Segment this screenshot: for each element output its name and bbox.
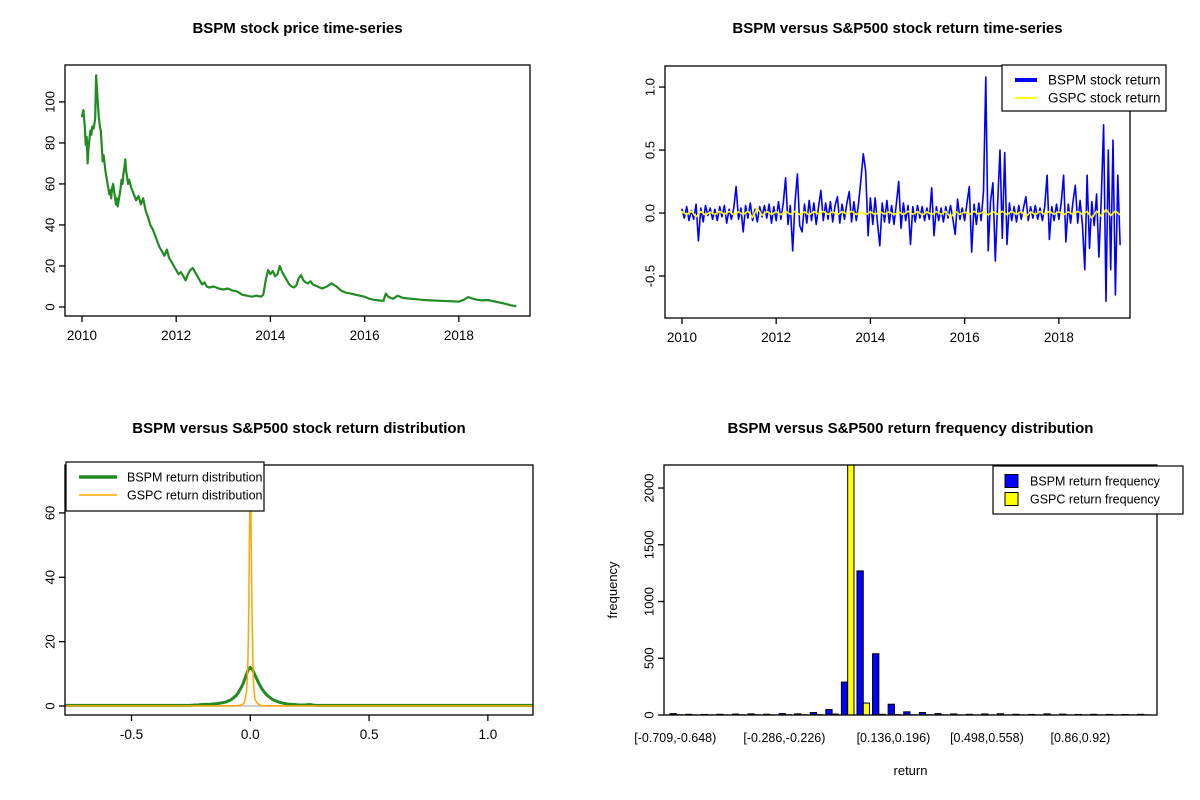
x-tick-label: -0.5 xyxy=(120,727,143,742)
y-tick-label: 20 xyxy=(43,634,58,648)
bar-bspm-return-frequency-bin-11 xyxy=(840,681,849,715)
y-tick-label: 1.0 xyxy=(643,78,658,96)
bar-bspm-return-frequency-bin-9 xyxy=(809,712,818,715)
y-tick-label: 100 xyxy=(43,91,58,113)
x-tick-label: 2014 xyxy=(255,328,286,343)
y-tick-label: 60 xyxy=(43,177,58,191)
histogram-y-axis: 0 500 1000 1500 2000 xyxy=(642,474,664,719)
returns-series-group xyxy=(681,76,1121,303)
chart-price-time-series: BSPM stock price time-series 0 20 40 60 80 100… xyxy=(0,0,600,400)
x-tick-label: 2018 xyxy=(444,328,474,343)
series-bspm-return-distribution xyxy=(65,665,533,707)
y-tick-label: 0.0 xyxy=(643,204,658,222)
returns-chart-svg: BSPM versus S&P500 stock return time-ser… xyxy=(643,20,1167,345)
legend-box xyxy=(65,461,265,512)
legend-square-sample xyxy=(1004,492,1019,506)
histogram-x-axis: [-0.709,-0.648) [-0.286,-0.226) [0.136,0.1… xyxy=(634,731,1110,745)
price-series-group xyxy=(80,74,517,308)
y-tick-label: -0.5 xyxy=(643,265,658,287)
price-title: BSPM stock price time-series xyxy=(192,20,402,37)
y-tick-label: 2000 xyxy=(642,474,657,503)
bar-bspm-return-frequency-bin-16 xyxy=(918,712,927,715)
legend-item-label: GSPC return distribution xyxy=(127,488,263,502)
x-tick-label: [-0.286,-0.226) xyxy=(743,731,825,745)
density-title: BSPM versus S&P500 stock return distribu… xyxy=(132,420,465,437)
y-tick-label: 1500 xyxy=(642,530,657,559)
histogram-legend: BSPM return frequency GSPC return frequen… xyxy=(992,465,1184,515)
density-chart-svg: BSPM versus S&P500 stock return distribu… xyxy=(43,420,534,742)
returns-y-axis: -0.5 0.0 0.5 1.0 xyxy=(643,78,665,287)
histogram-plot-box xyxy=(663,464,1158,716)
y-tick-label: 40 xyxy=(43,570,58,584)
returns-title: BSPM versus S&P500 stock return time-ser… xyxy=(732,20,1062,37)
x-tick-label: [0.136,0.196) xyxy=(857,731,931,745)
returns-plot-box xyxy=(664,65,1131,319)
x-tick-label: [0.86,0.92) xyxy=(1051,731,1111,745)
density-y-axis: 0 20 40 60 xyxy=(43,506,65,710)
x-tick-label: 0.5 xyxy=(360,727,379,742)
price-x-axis: 2010 2012 2014 2016 2018 xyxy=(67,316,474,343)
price-y-axis: 0 20 40 60 80 100 xyxy=(43,91,65,311)
legend-square-sample xyxy=(1004,474,1019,488)
bar-gspc-return-frequency-bin-11 xyxy=(847,465,855,715)
bar-gspc-return-frequency-bin-12 xyxy=(862,702,871,715)
bar-bspm-return-frequency-bin-17 xyxy=(934,713,942,715)
histogram-chart-svg: BSPM versus S&P500 return frequency dist… xyxy=(605,420,1184,778)
x-tick-label: [-0.709,-0.648) xyxy=(634,731,716,745)
y-tick-label: 0 xyxy=(43,303,58,310)
x-tick-label: 2018 xyxy=(1044,330,1074,345)
density-legend: BSPM return distribution GSPC return dist… xyxy=(65,461,265,512)
y-tick-label: 1000 xyxy=(642,587,657,616)
density-plot-box xyxy=(64,464,534,716)
bar-bspm-return-frequency-bin-13 xyxy=(872,653,880,715)
legend-box xyxy=(1001,64,1167,112)
series-bspm-stock-price xyxy=(80,74,517,308)
series-gspc-stock-return xyxy=(681,207,1121,219)
legend-item-label: BSPM return distribution xyxy=(127,470,263,484)
histogram-title: BSPM versus S&P500 return frequency dist… xyxy=(728,420,1094,437)
series-bspm-stock-return xyxy=(681,76,1121,303)
legend-item-label: GSPC stock return xyxy=(1048,91,1161,106)
chart-return-time-series: BSPM versus S&P500 stock return time-ser… xyxy=(600,0,1200,400)
bar-bspm-return-frequency-bin-12 xyxy=(856,570,864,715)
series-gspc-return-distribution xyxy=(65,476,533,707)
density-x-axis: -0.5 0.0 0.5 1.0 xyxy=(120,715,497,742)
legend-item-label: BSPM return frequency xyxy=(1030,474,1161,488)
x-tick-label: [0.498,0.558) xyxy=(950,731,1024,745)
x-tick-label: 2016 xyxy=(950,330,980,345)
x-tick-label: 2014 xyxy=(855,330,886,345)
y-tick-label: 500 xyxy=(642,647,657,669)
y-tick-label: 0.5 xyxy=(643,141,658,159)
chart-return-frequency: BSPM versus S&P500 return frequency dist… xyxy=(600,400,1200,800)
x-axis-label: return xyxy=(894,763,928,778)
y-tick-label: 0 xyxy=(642,711,657,718)
x-tick-label: 2010 xyxy=(667,330,697,345)
x-tick-label: 2012 xyxy=(761,330,791,345)
bar-bspm-return-frequency-bin-14 xyxy=(887,703,895,715)
y-tick-label: 20 xyxy=(43,259,58,273)
returns-x-axis: 2010 2012 2014 2016 2018 xyxy=(667,318,1074,345)
x-tick-label: 0.0 xyxy=(241,727,260,742)
legend-item-label: GSPC return frequency xyxy=(1030,492,1161,506)
bar-bspm-return-frequency-bin-10 xyxy=(825,709,833,715)
x-tick-label: 2016 xyxy=(350,328,380,343)
legend-box xyxy=(992,465,1184,515)
legend-item-label: BSPM stock return xyxy=(1048,73,1161,88)
y-tick-label: 80 xyxy=(43,136,58,150)
y-axis-label: frequency xyxy=(605,561,620,619)
y-tick-label: 40 xyxy=(43,218,58,232)
chart-return-distribution: BSPM versus S&P500 stock return distribu… xyxy=(0,400,600,800)
x-tick-label: 2010 xyxy=(67,328,97,343)
density-series-group xyxy=(65,476,533,707)
returns-legend: BSPM stock return GSPC stock return xyxy=(1001,64,1167,112)
y-tick-label: 0 xyxy=(43,702,58,709)
price-chart-svg: BSPM stock price time-series 0 20 40 60 80 100… xyxy=(43,20,531,343)
x-tick-label: 1.0 xyxy=(478,727,497,742)
y-tick-label: 60 xyxy=(43,506,58,520)
price-plot-box xyxy=(64,64,531,317)
bar-bspm-return-frequency-bin-15 xyxy=(903,711,911,715)
x-tick-label: 2012 xyxy=(161,328,191,343)
